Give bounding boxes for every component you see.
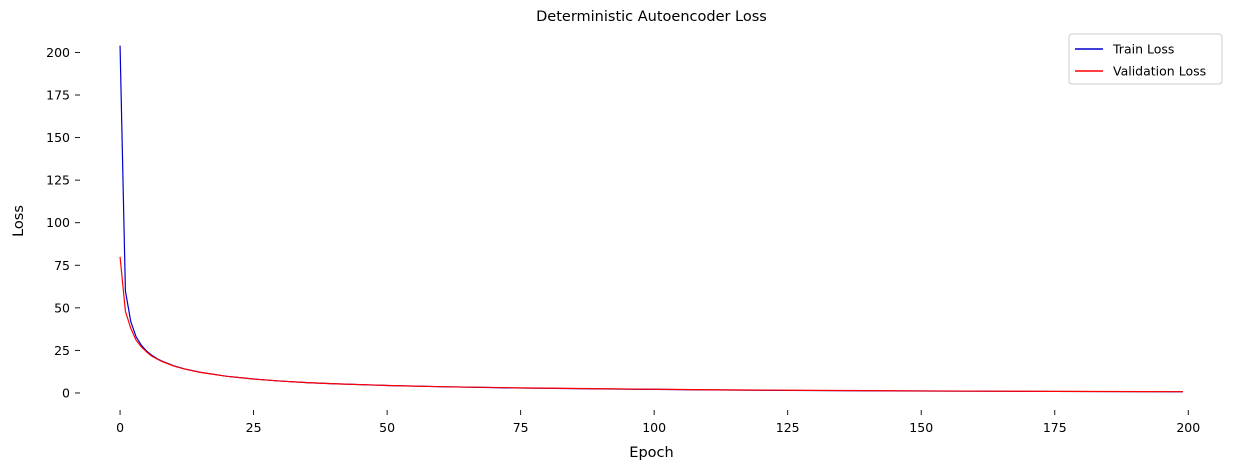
y-tick-label: 100 <box>46 215 70 230</box>
y-tick-label: 175 <box>46 88 70 103</box>
y-tick-label: 0 <box>62 385 70 400</box>
x-tick-label: 175 <box>1043 420 1067 435</box>
x-tick-label: 150 <box>909 420 933 435</box>
y-tick-label: 125 <box>46 173 70 188</box>
x-axis-label: Epoch <box>629 445 673 461</box>
series-layer <box>119 45 1183 393</box>
x-tick-label: 75 <box>513 420 529 435</box>
legend-box <box>1068 33 1223 85</box>
legend-entry: Validation Loss <box>1113 64 1206 79</box>
y-tick-label: 200 <box>46 45 70 60</box>
y-tick-label: 150 <box>46 130 70 145</box>
y-tick-label: 75 <box>54 258 70 273</box>
y-axis-ticks: 0 25 50 75 100 125 150 175 200 <box>46 45 80 400</box>
x-tick-label: 25 <box>246 420 262 435</box>
series-line-train-loss <box>119 45 1183 393</box>
y-axis-label: Loss <box>11 205 27 237</box>
y-tick-label: 50 <box>54 300 70 315</box>
x-axis-ticks: 0 25 50 75 100 125 150 175 200 <box>116 410 1200 435</box>
legend-entry: Train Loss <box>1112 42 1174 57</box>
legend: Train Loss Validation Loss <box>1068 33 1223 85</box>
x-tick-label: 125 <box>776 420 800 435</box>
x-tick-label: 0 <box>116 420 124 435</box>
series-line-validation-loss <box>119 256 1183 393</box>
x-tick-label: 100 <box>642 420 666 435</box>
x-tick-label: 50 <box>379 420 395 435</box>
y-tick-label: 25 <box>54 343 70 358</box>
x-tick-label: 200 <box>1176 420 1200 435</box>
chart-title: Deterministic Autoencoder Loss <box>536 9 767 25</box>
